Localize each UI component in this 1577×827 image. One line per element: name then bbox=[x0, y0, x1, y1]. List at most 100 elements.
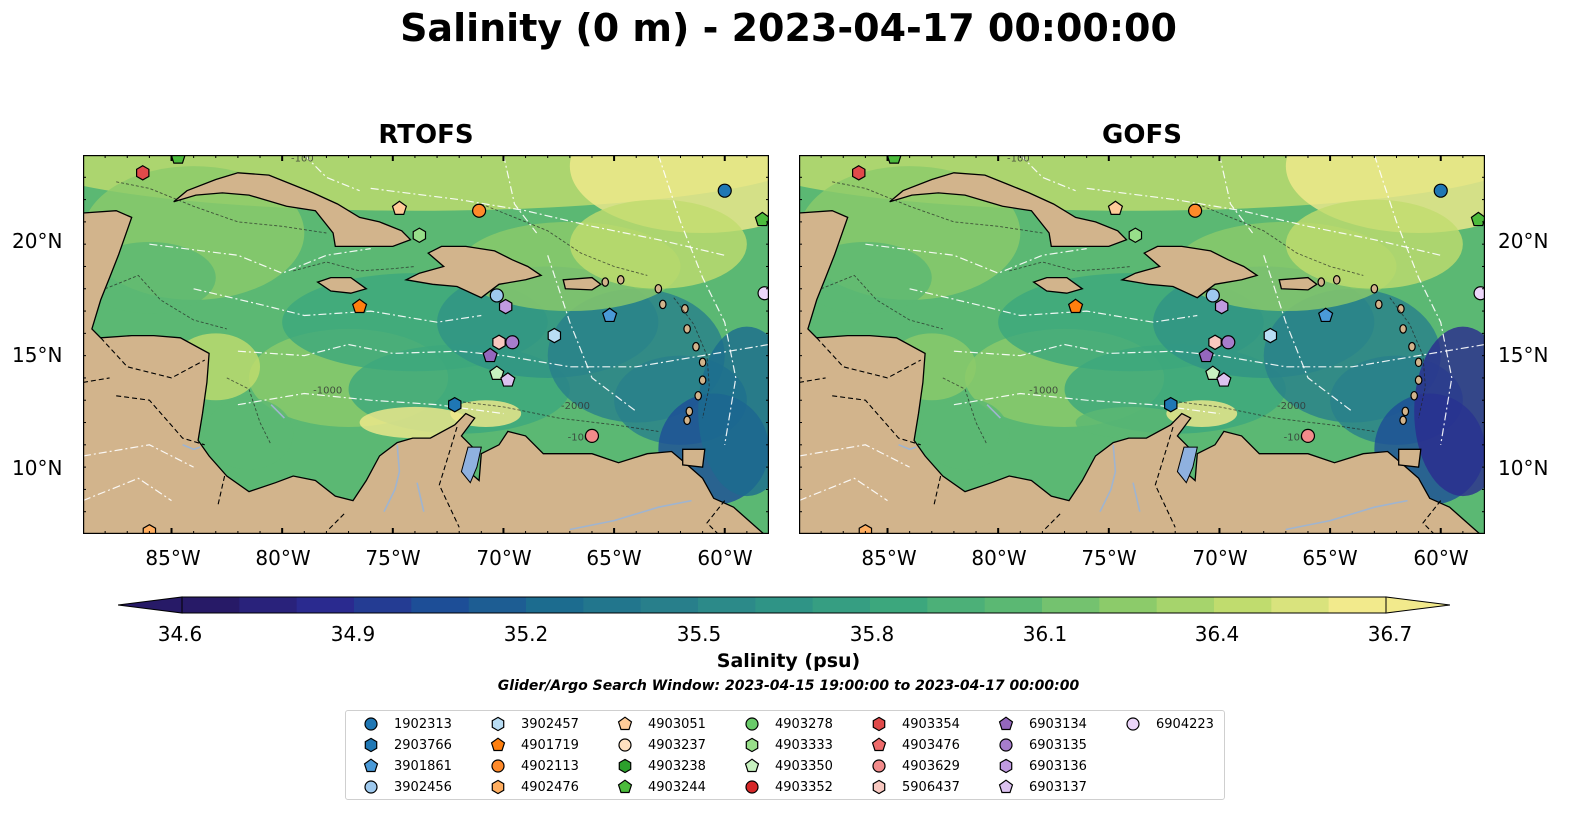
float-marker-4902113 bbox=[472, 203, 487, 218]
circle-marker-icon bbox=[618, 738, 632, 752]
hexagon-marker-icon bbox=[745, 737, 759, 753]
lon-label-80w: 80°W bbox=[255, 546, 311, 570]
legend-label: 6903135 bbox=[1029, 737, 1087, 753]
float-marker-3902456 bbox=[1205, 288, 1220, 303]
float-marker-6903135 bbox=[505, 335, 520, 350]
legend-item: 4903350 bbox=[743, 757, 833, 775]
lon-label-75w-right: 75°W bbox=[1081, 546, 1137, 570]
hexagon-marker-icon bbox=[491, 779, 505, 795]
hexagon-marker-icon bbox=[618, 758, 632, 774]
hexagon-marker-icon bbox=[872, 779, 886, 795]
colorbar-tick: 35.8 bbox=[849, 622, 895, 646]
float-marker-5906437 bbox=[1208, 334, 1222, 351]
lat-label-10n-left: 10°N bbox=[12, 456, 63, 480]
legend-label: 4903333 bbox=[775, 737, 833, 753]
colorbar-tick: 35.2 bbox=[503, 622, 549, 646]
hexagon-marker-icon bbox=[999, 758, 1013, 774]
float-marker-3902457 bbox=[1263, 327, 1278, 344]
lon-label-60w-right: 60°W bbox=[1413, 546, 1469, 570]
float-legend: 1902313 2903766 3901861 3902456 3902457 49017… bbox=[345, 710, 1225, 800]
circle-marker-icon bbox=[1126, 717, 1140, 731]
legend-item: 4903333 bbox=[743, 736, 833, 754]
float-marker-4903333 bbox=[1128, 227, 1143, 244]
pentagon-marker-icon bbox=[998, 779, 1014, 794]
legend-item: 6903136 bbox=[997, 757, 1087, 775]
legend-item: 4903476 bbox=[870, 736, 960, 754]
lat-label-15n-left: 15°N bbox=[12, 343, 63, 367]
legend-label: 6903134 bbox=[1029, 716, 1087, 732]
legend-item: 6904223 bbox=[1124, 715, 1214, 733]
pentagon-marker-icon bbox=[998, 716, 1014, 731]
legend-item: 5906437 bbox=[870, 778, 960, 796]
legend-label: 4901719 bbox=[521, 737, 579, 753]
legend-label: 5906437 bbox=[902, 779, 960, 795]
lon-label-60w: 60°W bbox=[697, 546, 753, 570]
float-marker-6903136 bbox=[498, 298, 513, 315]
lon-label-70w-right: 70°W bbox=[1192, 546, 1248, 570]
float-marker-6904223 bbox=[1473, 286, 1485, 301]
float-marker-5906437 bbox=[492, 334, 506, 351]
pentagon-marker-icon bbox=[363, 758, 379, 773]
pentagon-marker-icon bbox=[490, 737, 506, 752]
hexagon-marker-icon bbox=[491, 716, 505, 732]
pentagon-marker-icon bbox=[617, 779, 633, 794]
float-marker-6903135 bbox=[1221, 335, 1236, 350]
float-marker-6903136 bbox=[1214, 298, 1229, 315]
legend-item: 4902113 bbox=[489, 757, 579, 775]
salinity-map-rtofs: -100 -1000 -2000 -100 bbox=[83, 155, 769, 534]
legend-label: 4903278 bbox=[775, 716, 833, 732]
colorbar-tick: 36.4 bbox=[1194, 622, 1240, 646]
svg-text:-1000: -1000 bbox=[313, 386, 342, 397]
float-marker-1902313 bbox=[1433, 183, 1448, 198]
legend-label: 6903137 bbox=[1029, 779, 1087, 795]
float-marker-3902457 bbox=[547, 327, 562, 344]
legend-label: 4903237 bbox=[648, 737, 706, 753]
lat-label-15n-right: 15°N bbox=[1498, 343, 1549, 367]
legend-label: 4903244 bbox=[648, 779, 706, 795]
legend-item: 1902313 bbox=[362, 715, 452, 733]
circle-marker-icon bbox=[745, 780, 759, 794]
float-marker-4903333 bbox=[412, 227, 427, 244]
salinity-map-gofs: -100 -1000 -2000 -100 bbox=[799, 155, 1485, 534]
hexagon-marker-icon bbox=[364, 737, 378, 753]
svg-text:-100: -100 bbox=[291, 155, 314, 165]
circle-marker-icon bbox=[872, 759, 886, 773]
legend-label: 4903476 bbox=[902, 737, 960, 753]
float-marker-4901719 bbox=[351, 298, 368, 314]
float-marker-4903051 bbox=[1107, 200, 1124, 216]
legend-item: 6903134 bbox=[997, 715, 1087, 733]
legend-item: 4903237 bbox=[616, 736, 706, 754]
float-marker-2903766 bbox=[1164, 396, 1178, 413]
pentagon-marker-icon bbox=[871, 737, 887, 752]
float-marker-2903766 bbox=[448, 396, 462, 413]
lat-label-20n-right: 20°N bbox=[1498, 229, 1549, 253]
lon-label-75w: 75°W bbox=[365, 546, 421, 570]
legend-label: 3901861 bbox=[394, 758, 452, 774]
legend-label: 1902313 bbox=[394, 716, 452, 732]
svg-text:-100: -100 bbox=[1284, 432, 1307, 443]
float-marker-4903354 bbox=[135, 165, 150, 181]
legend-label: 4903352 bbox=[775, 779, 833, 795]
float-marker-4901719 bbox=[1067, 298, 1084, 314]
float-marker-6903137 bbox=[1216, 372, 1232, 387]
lat-label-20n-left: 20°N bbox=[12, 229, 63, 253]
colorbar-tick: 36.7 bbox=[1367, 622, 1413, 646]
search-window-text: Glider/Argo Search Window: 2023-04-15 19… bbox=[497, 678, 1080, 694]
lon-label-65w: 65°W bbox=[586, 546, 642, 570]
float-marker-4903244 bbox=[886, 155, 902, 164]
legend-item: 4903629 bbox=[870, 757, 960, 775]
legend-item: 6903135 bbox=[997, 736, 1087, 754]
circle-marker-icon bbox=[364, 780, 378, 794]
legend-label: 4903051 bbox=[648, 716, 706, 732]
lat-label-10n-right: 10°N bbox=[1498, 456, 1549, 480]
lon-label-85w: 85°W bbox=[145, 546, 201, 570]
legend-label: 4903350 bbox=[775, 758, 833, 774]
legend-label: 6903136 bbox=[1029, 758, 1087, 774]
legend-item: 6903137 bbox=[997, 778, 1087, 796]
float-marker-6904223 bbox=[757, 286, 769, 301]
float-marker-4903051 bbox=[391, 200, 408, 216]
float-marker-3901861 bbox=[1318, 307, 1334, 323]
legend-item: 4902476 bbox=[489, 778, 579, 796]
legend-item: 4903244 bbox=[616, 778, 706, 796]
legend-item: 4903051 bbox=[616, 715, 706, 733]
